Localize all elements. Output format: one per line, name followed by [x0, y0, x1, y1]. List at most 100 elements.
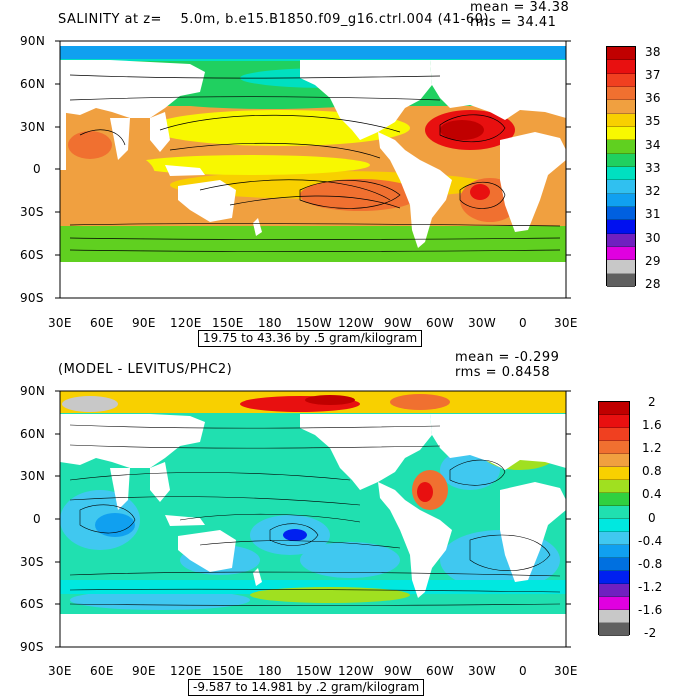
bottom-colorbar-swatch: [599, 623, 629, 636]
bottom-lat-label: 90S: [20, 640, 44, 654]
bottom-colorbar-swatch: [599, 506, 629, 519]
bottom-colorbar-swatch: [599, 558, 629, 571]
bottom-colorbar-label: 1.6: [642, 418, 662, 432]
top-colorbar-swatch: [607, 126, 635, 141]
top-colorbar-label: 36: [645, 91, 661, 105]
bottom-colorbar-swatch: [599, 454, 629, 467]
bottom-lat-label: 60S: [20, 597, 44, 611]
top-lon-label: 30W: [468, 316, 497, 330]
bottom-lon-label: 30E: [554, 664, 578, 678]
bottom-lon-label: 60W: [426, 664, 455, 678]
top-colorbar-swatch: [607, 233, 635, 247]
bottom-lat-label: 0: [33, 512, 41, 526]
bottom-colorbar-swatch: [599, 597, 629, 610]
top-lon-label: 120E: [170, 316, 202, 330]
top-lat-label: 60N: [20, 77, 46, 91]
bottom-contour-range-box: -9.587 to 14.981 by .2 gram/kilogram: [188, 679, 425, 696]
top-lon-label: 30E: [554, 316, 578, 330]
bottom-lon-label: 150E: [212, 664, 244, 678]
bottom-lon-label: 120E: [170, 664, 202, 678]
top-colorbar-label: 28: [645, 277, 661, 291]
top-colorbar-swatch: [607, 153, 635, 167]
bottom-lat-label: 90N: [20, 384, 46, 398]
bottom-colorbar-swatch: [599, 415, 629, 428]
top-ticks: [55, 40, 571, 299]
bottom-colorbar-swatch: [599, 545, 629, 558]
top-lon-label: 150W: [296, 316, 332, 330]
bottom-lon-label: 0: [519, 664, 527, 678]
top-lon-label: 60W: [426, 316, 455, 330]
top-colorbar-swatch: [607, 166, 635, 181]
top-colorbar-label: 34: [645, 138, 661, 152]
bottom-colorbar-label: -1.2: [638, 580, 663, 594]
top-lon-label: 150E: [212, 316, 244, 330]
top-panel-title: SALINITY at z= 5.0m, b.e15.B1850.f09_g16…: [58, 12, 490, 27]
bottom-colorbar-label: -0.4: [638, 534, 663, 548]
bottom-panel-title: (MODEL - LEVITUS/PHC2): [58, 362, 233, 377]
bottom-colorbar-label: 2: [648, 395, 656, 409]
top-colorbar-label: 30: [645, 231, 661, 245]
top-colorbar-label: 29: [645, 254, 661, 268]
bottom-colorbar-label: -0.8: [638, 557, 663, 571]
bottom-colorbar-swatch: [599, 493, 629, 506]
top-lon-label: 30E: [48, 316, 72, 330]
top-colorbar-swatch: [607, 180, 635, 194]
bottom-colorbar-swatch: [599, 519, 629, 532]
top-contour-range-box: 19.75 to 43.36 by .5 gram/kilogram: [198, 330, 423, 347]
bottom-lon-label: 30E: [48, 664, 72, 678]
top-lat-label: 30S: [20, 205, 44, 219]
bottom-colorbar-label: 0.8: [642, 464, 662, 478]
bottom-lon-label: 30W: [468, 664, 497, 678]
bottom-colorbar-swatch: [599, 480, 629, 493]
bottom-colorbar-label: 1.2: [642, 441, 662, 455]
top-contours: [69, 74, 561, 252]
bottom-colorbar-label: 0.4: [642, 487, 662, 501]
top-colorbar-swatch: [607, 73, 635, 87]
top-lat-label: 90S: [20, 291, 44, 305]
top-colorbar-label: 38: [645, 45, 661, 59]
top-colorbar-label: 31: [645, 207, 661, 221]
bottom-colorbar-swatch: [599, 532, 629, 545]
top-lon-label: 120W: [338, 316, 374, 330]
top-lon-label: 180: [258, 316, 282, 330]
top-lat-label: 0: [33, 162, 41, 176]
bottom-colorbar-swatch: [599, 402, 629, 415]
top-land: [60, 41, 566, 298]
bottom-lon-label: 150W: [296, 664, 332, 678]
top-lon-label: 0: [519, 316, 527, 330]
top-lat-label: 60S: [20, 248, 44, 262]
top-lon-label: 90W: [384, 316, 413, 330]
top-colorbar-swatch: [607, 140, 635, 154]
bottom-colorbar-swatch: [599, 584, 629, 597]
top-colorbar: [606, 46, 636, 287]
top-colorbar-label: 32: [645, 184, 661, 198]
top-colorbar-swatch: [607, 273, 635, 287]
bottom-colorbar-swatch: [599, 467, 629, 480]
top-colorbar-label: 33: [645, 161, 661, 175]
top-mean-value: mean = 34.38: [470, 0, 570, 15]
top-lon-label: 90E: [132, 316, 156, 330]
top-colorbar-swatch: [607, 260, 635, 274]
top-colorbar-swatch: [607, 220, 635, 234]
bottom-colorbar-label: -1.6: [638, 603, 663, 617]
top-colorbar-label: 35: [645, 114, 661, 128]
bottom-lat-label: 60N: [20, 427, 46, 441]
bottom-colorbar: [598, 401, 630, 636]
bottom-lon-label: 60E: [90, 664, 114, 678]
top-lat-label: 30N: [20, 120, 46, 134]
top-colorbar-swatch: [607, 100, 635, 114]
top-rms-value: rms = 34.41: [470, 15, 557, 30]
top-colorbar-swatch: [607, 86, 635, 101]
top-lat-label: 90N: [20, 34, 46, 48]
bottom-lon-label: 90E: [132, 664, 156, 678]
top-colorbar-swatch: [607, 206, 635, 221]
top-colorbar-swatch: [607, 193, 635, 207]
bottom-lon-label: 180: [258, 664, 282, 678]
top-colorbar-label: 37: [645, 68, 661, 82]
top-colorbar-swatch: [607, 113, 635, 127]
top-colorbar-swatch: [607, 60, 635, 74]
bottom-lat-label: 30S: [20, 555, 44, 569]
bottom-mean-value: mean = -0.299: [455, 350, 560, 365]
bottom-colorbar-swatch: [599, 441, 629, 454]
